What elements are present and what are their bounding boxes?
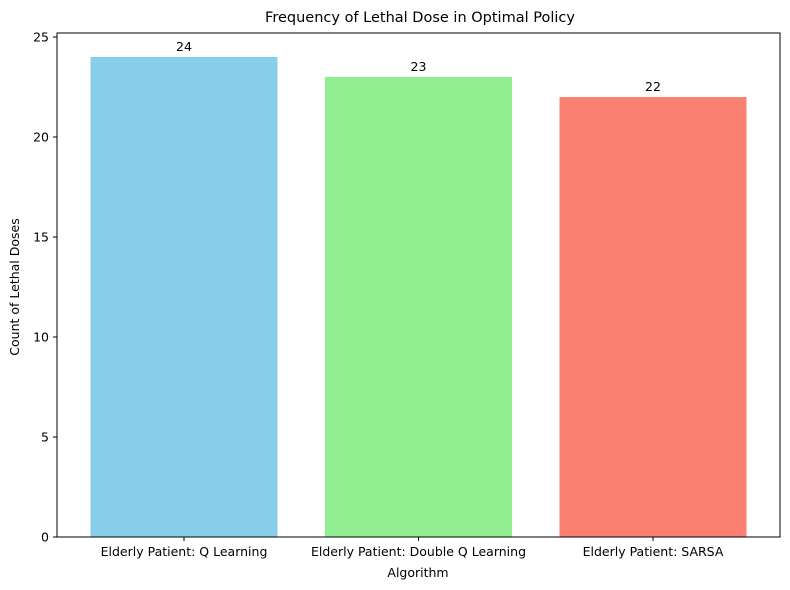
y-tick-label-15: 15 xyxy=(33,230,49,245)
y-tick-label-10: 10 xyxy=(33,330,49,345)
x-tick-label-3: Elderly Patient: SARSA xyxy=(583,544,724,559)
bar-1 xyxy=(90,57,278,537)
data-label-2: 23 xyxy=(411,59,427,74)
data-label-1: 24 xyxy=(176,39,192,54)
chart-title: Frequency of Lethal Dose in Optimal Poli… xyxy=(265,10,575,26)
y-tick-label-0: 0 xyxy=(41,530,49,545)
data-label-3: 22 xyxy=(645,79,661,94)
bar-2 xyxy=(325,77,512,537)
bar-3 xyxy=(559,97,747,537)
plot-frame xyxy=(56,32,781,538)
y-axis-label: Count of Lethal Doses xyxy=(7,218,22,355)
x-tick-label-1: Elderly Patient: Q Learning xyxy=(101,544,268,559)
x-tick-label-2: Elderly Patient: Double Q Learning xyxy=(311,544,526,559)
x-axis-label: Algorithm xyxy=(387,565,448,580)
plot-area: 24 Elderly Patient: Q Learning 23 Elderly P… xyxy=(33,30,747,559)
y-tick-label-25: 25 xyxy=(33,30,49,45)
y-tick-label-20: 20 xyxy=(33,130,49,145)
y-tick-label-5: 5 xyxy=(41,430,49,445)
